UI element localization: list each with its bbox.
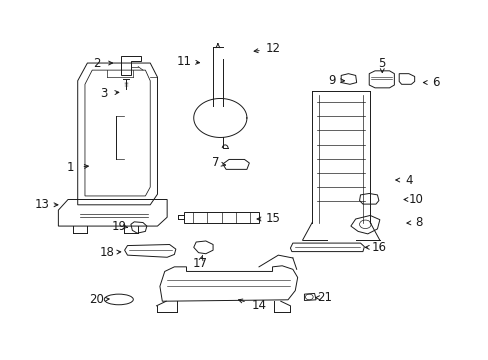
Text: 1: 1 [66,161,74,174]
Text: 18: 18 [99,246,114,259]
Text: 21: 21 [316,291,331,304]
Text: 6: 6 [431,76,438,89]
Text: 12: 12 [265,42,281,55]
Text: 10: 10 [408,193,423,206]
Text: 4: 4 [404,174,412,186]
Text: 14: 14 [251,299,266,312]
Text: 7: 7 [211,157,219,170]
Text: 2: 2 [93,57,101,69]
Text: 20: 20 [89,293,104,306]
Text: 17: 17 [192,257,207,270]
Text: 11: 11 [176,55,191,68]
Text: 9: 9 [327,74,335,87]
Text: 15: 15 [265,212,281,225]
Text: 19: 19 [111,220,126,233]
Text: 8: 8 [414,216,421,229]
Text: 5: 5 [378,57,385,69]
Text: 16: 16 [371,241,386,254]
Text: 3: 3 [101,87,108,100]
Text: 13: 13 [35,198,50,211]
